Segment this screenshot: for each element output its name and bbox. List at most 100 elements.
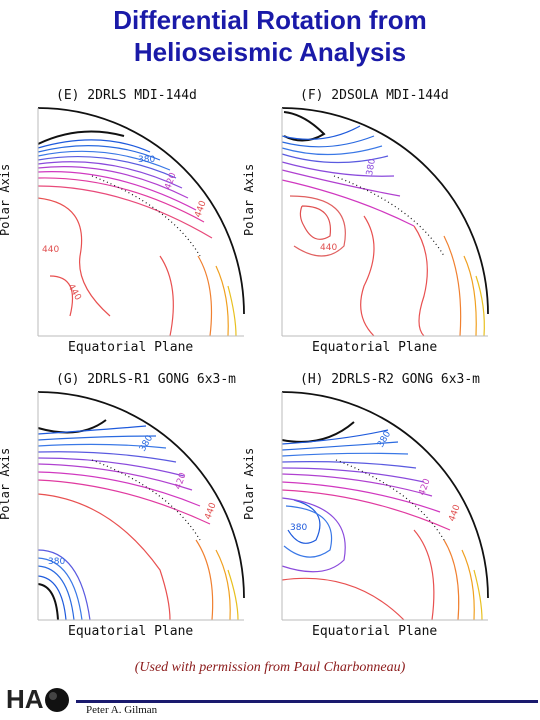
contour-line xyxy=(37,471,201,507)
contour-label: 380 xyxy=(365,158,378,177)
panel-g: (G) 2DRLS-R1 GONG 6x3-m 380 420 xyxy=(0,370,266,646)
contour-line xyxy=(281,473,433,497)
quadrant-border xyxy=(37,391,245,599)
contour-line xyxy=(37,557,83,621)
dotted-boundary xyxy=(333,175,445,257)
quadrant-border xyxy=(37,107,245,315)
contour-label: 440 xyxy=(65,283,82,303)
contour-label: 440 xyxy=(447,503,462,523)
contour-line xyxy=(37,197,111,317)
contour-line xyxy=(281,161,395,177)
contour-line xyxy=(413,225,428,337)
contour-line xyxy=(37,419,107,434)
contour-label: 420 xyxy=(417,477,432,497)
contour-line xyxy=(281,153,389,164)
x-axis-label: Equatorial Plane xyxy=(68,624,194,639)
panel-title: (F) 2DSOLA MDI-144d xyxy=(300,88,449,103)
contour-line xyxy=(281,497,346,573)
contour-line xyxy=(37,177,205,223)
panel-title: (E) 2DRLS MDI-144d xyxy=(56,88,197,103)
contour-line xyxy=(37,156,177,179)
contour-line xyxy=(281,467,425,483)
logo-text: HA xyxy=(6,684,44,714)
hao-logo: HA xyxy=(2,684,76,716)
y-axis-label: Polar Axis xyxy=(0,163,12,236)
contour-label: 440 xyxy=(320,243,337,253)
contour-line xyxy=(281,481,441,513)
contour-line xyxy=(463,255,477,337)
contour-line xyxy=(281,421,355,443)
contour-label: 440 xyxy=(42,245,59,255)
x-axis-label: Equatorial Plane xyxy=(68,340,194,355)
contour-line xyxy=(281,441,399,451)
contour-line xyxy=(37,549,91,621)
contour-line xyxy=(37,145,161,161)
contour-line xyxy=(37,161,183,189)
contour-line xyxy=(215,549,231,621)
contour-line xyxy=(289,195,346,257)
contour-line xyxy=(37,425,147,435)
panel-e: (E) 2DRLS MDI-144d 380 420 440 440 xyxy=(0,86,266,362)
contour-line xyxy=(473,569,483,621)
author-name: Peter A. Gilman xyxy=(86,704,158,716)
contour-line xyxy=(227,569,239,621)
contour-line xyxy=(475,275,485,337)
contour-line xyxy=(215,265,229,337)
sun-icon xyxy=(45,688,69,712)
contour-line xyxy=(281,429,389,445)
x-axis-label: Equatorial Plane xyxy=(312,624,438,639)
contour-plot: 380 420 440 440 440 xyxy=(37,107,245,337)
contour-line xyxy=(37,166,189,199)
contour-line xyxy=(299,205,332,240)
contour-line xyxy=(37,493,171,621)
contour-plot: 380 420 440 380 xyxy=(37,391,245,621)
contour-label: 440 xyxy=(193,199,208,219)
contour-line xyxy=(283,111,326,142)
contour-line xyxy=(281,489,451,531)
y-axis-label: Polar Axis xyxy=(242,447,256,520)
contour-label: 440 xyxy=(203,501,218,521)
contour-line xyxy=(281,179,415,227)
dotted-boundary xyxy=(335,459,445,541)
contour-line xyxy=(37,451,177,463)
contour-line xyxy=(49,275,74,317)
contour-line xyxy=(281,135,375,148)
panel-h: (H) 2DRLS-R2 GONG 6x3-m 380 420 44 xyxy=(242,370,510,646)
panel-title: (H) 2DRLS-R2 GONG 6x3-m xyxy=(300,372,481,387)
contour-plot: 380 440 xyxy=(281,107,489,337)
quadrant-border xyxy=(281,391,489,599)
contour-line xyxy=(197,255,213,337)
title-line-2: Helioseismic Analysis xyxy=(133,37,407,67)
contour-line xyxy=(37,457,185,477)
contour-plot: 380 420 440 380 xyxy=(281,391,489,621)
contour-line xyxy=(413,529,435,621)
y-axis-label: Polar Axis xyxy=(0,447,12,520)
contour-label: 380 xyxy=(290,523,307,533)
contour-line xyxy=(443,539,460,621)
title-line-1: Differential Rotation from xyxy=(113,5,427,35)
contour-line xyxy=(37,139,151,153)
slide-title: Differential Rotation from Helioseismic … xyxy=(0,4,540,68)
x-axis-label: Equatorial Plane xyxy=(312,340,438,355)
contour-line xyxy=(37,443,167,449)
contour-line xyxy=(37,185,213,239)
contour-line xyxy=(37,565,75,621)
contour-line xyxy=(281,577,405,621)
caption: (Used with permission from Paul Charbonn… xyxy=(134,660,406,675)
contour-line xyxy=(227,285,237,337)
contour-label: 380 xyxy=(138,155,155,165)
contour-line xyxy=(37,575,67,621)
y-axis-label: Polar Axis xyxy=(242,163,256,236)
contour-line xyxy=(37,150,171,171)
contour-line xyxy=(443,235,462,337)
panel-f: (F) 2DSOLA MDI-144d 380 440 Polar Axis E… xyxy=(242,86,510,362)
panel-title: (G) 2DRLS-R1 GONG 6x3-m xyxy=(56,372,237,387)
contour-line xyxy=(287,499,321,544)
contour-line xyxy=(159,255,174,337)
footer-divider xyxy=(76,700,538,703)
contour-line xyxy=(360,215,375,337)
contour-line xyxy=(37,130,125,145)
contour-line xyxy=(281,461,417,469)
contour-line xyxy=(37,463,193,491)
contour-line xyxy=(195,539,214,621)
